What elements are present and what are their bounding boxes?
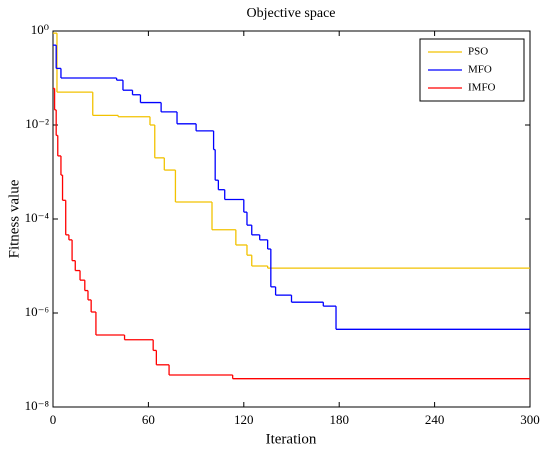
- x-tick-label: 0: [50, 412, 57, 427]
- y-tick-label: 10⁻⁴: [25, 210, 50, 225]
- y-tick-label: 10⁰: [31, 22, 49, 37]
- x-axis-label: Iteration: [266, 431, 317, 447]
- legend-label: MFO: [468, 64, 492, 76]
- series-line: [53, 87, 530, 380]
- y-axis-label: Fitness value: [6, 179, 22, 258]
- series-line: [53, 32, 530, 269]
- series-line: [53, 44, 530, 330]
- x-tick-label: 60: [142, 412, 155, 427]
- y-tick-label: 10⁻⁶: [25, 304, 49, 319]
- x-tick-label: 240: [425, 412, 445, 427]
- y-tick-label: 10⁻⁸: [25, 398, 50, 413]
- x-tick-label: 180: [329, 412, 349, 427]
- x-tick-label: 120: [234, 412, 254, 427]
- chart-title: Objective space: [246, 6, 335, 21]
- legend-label: IMFO: [468, 82, 496, 94]
- legend-label: PSO: [468, 46, 488, 58]
- y-tick-label: 10⁻²: [25, 116, 49, 131]
- x-tick-label: 300: [520, 412, 540, 427]
